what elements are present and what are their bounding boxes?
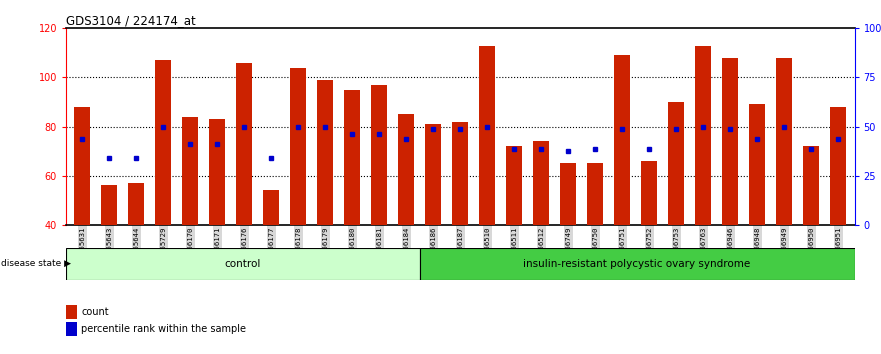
Bar bbox=[128, 183, 144, 225]
Bar bbox=[614, 55, 631, 225]
Bar bbox=[101, 185, 117, 225]
Bar bbox=[419, 248, 855, 280]
Bar bbox=[263, 190, 279, 225]
Bar bbox=[776, 58, 793, 225]
Bar bbox=[66, 248, 419, 280]
Bar bbox=[371, 85, 388, 225]
Bar bbox=[588, 164, 603, 225]
Bar bbox=[74, 107, 91, 225]
Text: GDS3104 / 224174_at: GDS3104 / 224174_at bbox=[66, 14, 196, 27]
Bar bbox=[641, 161, 657, 225]
Bar bbox=[722, 58, 738, 225]
Text: percentile rank within the sample: percentile rank within the sample bbox=[81, 324, 246, 334]
Bar bbox=[209, 119, 226, 225]
Bar bbox=[452, 122, 469, 225]
Bar bbox=[290, 68, 307, 225]
Bar bbox=[344, 90, 360, 225]
Bar bbox=[155, 60, 172, 225]
Bar bbox=[479, 46, 495, 225]
Bar bbox=[507, 146, 522, 225]
Bar bbox=[749, 104, 766, 225]
Bar bbox=[560, 164, 576, 225]
Text: disease state ▶: disease state ▶ bbox=[1, 259, 70, 268]
Bar bbox=[426, 124, 441, 225]
Bar bbox=[803, 146, 819, 225]
Bar bbox=[317, 80, 333, 225]
Bar bbox=[398, 114, 414, 225]
Bar bbox=[830, 107, 847, 225]
Text: count: count bbox=[81, 307, 108, 317]
Text: insulin-resistant polycystic ovary syndrome: insulin-resistant polycystic ovary syndr… bbox=[523, 259, 751, 269]
Bar bbox=[182, 117, 198, 225]
Text: control: control bbox=[225, 259, 261, 269]
Bar bbox=[695, 46, 712, 225]
Bar bbox=[533, 141, 550, 225]
Bar bbox=[669, 102, 685, 225]
Bar bbox=[236, 63, 252, 225]
